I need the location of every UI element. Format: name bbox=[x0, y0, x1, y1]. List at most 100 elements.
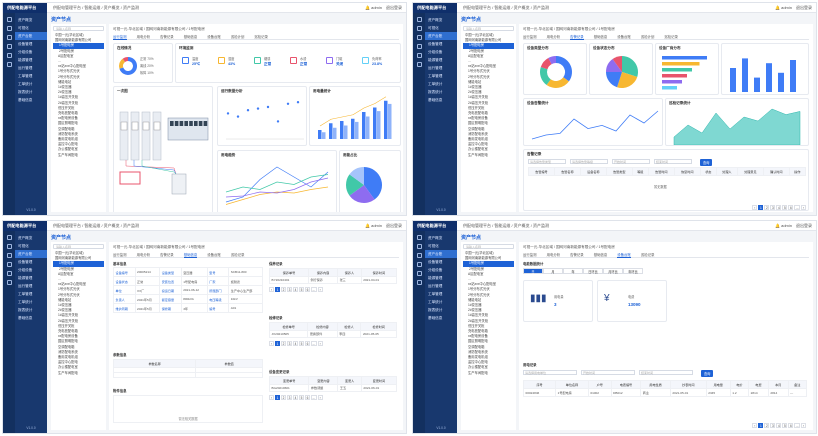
tab[interactable]: 用电分析 bbox=[546, 35, 561, 39]
page-button[interactable]: 2 bbox=[281, 341, 286, 346]
menu-item[interactable]: 工单管理 bbox=[18, 291, 33, 296]
logout-link[interactable]: 退出登录 bbox=[386, 5, 402, 10]
tab[interactable]: 用电分析 bbox=[136, 253, 151, 257]
tree-node[interactable]: xx站xxx中心配电室 bbox=[468, 64, 497, 69]
menu-item[interactable]: 资产概览 bbox=[18, 235, 33, 240]
filter-input[interactable]: 结束时间 bbox=[654, 159, 692, 164]
menu-item[interactable]: 可视化 bbox=[428, 25, 439, 30]
tab[interactable]: 巡检计划 bbox=[230, 35, 245, 39]
nav-icon[interactable] bbox=[416, 53, 422, 58]
tree-node[interactable]: 1号配电房 bbox=[463, 261, 514, 267]
page-button[interactable]: 2 bbox=[764, 423, 770, 428]
tree-node[interactable]: xx配电房设备 bbox=[468, 334, 488, 339]
tree-node[interactable]: 监控中心配电 bbox=[468, 360, 488, 365]
next-page-button[interactable]: › bbox=[801, 423, 806, 428]
tree-node[interactable]: 2#变压器 bbox=[58, 90, 72, 95]
tree-node[interactable]: 1号配电房 bbox=[53, 261, 104, 267]
tree-node[interactable]: 2#高压开关柜 bbox=[468, 100, 489, 105]
menu-item[interactable]: 基础信息 bbox=[18, 97, 33, 102]
nav-icon[interactable] bbox=[416, 62, 422, 67]
tree-node[interactable]: 生产车间配电 bbox=[468, 370, 488, 375]
nav-icon[interactable] bbox=[6, 253, 12, 258]
tab[interactable]: 告警记录 bbox=[570, 253, 584, 257]
tree-node[interactable]: 低压开关柜 bbox=[468, 323, 485, 328]
tree-node[interactable]: 低压开关柜 bbox=[58, 105, 75, 110]
nav-icon[interactable] bbox=[6, 235, 12, 240]
menu-item[interactable]: 运行管理 bbox=[428, 283, 443, 288]
menu-item[interactable]: 工单管理 bbox=[428, 73, 443, 78]
nav-icon[interactable] bbox=[416, 235, 422, 240]
tree-node[interactable]: 生产车间配电 bbox=[468, 152, 488, 157]
tree-node[interactable]: A区配电室 bbox=[58, 271, 74, 276]
menu-item[interactable]: 工单管理 bbox=[18, 73, 33, 78]
menu-item[interactable]: 资产台账 bbox=[425, 250, 457, 258]
tree-node[interactable]: 办公楼配电室 bbox=[58, 365, 78, 370]
prev-page-button[interactable]: ‹ bbox=[269, 341, 274, 346]
tree-node[interactable]: 2#变压器 bbox=[468, 90, 482, 95]
nav-icon[interactable] bbox=[416, 35, 422, 40]
nav-icon[interactable] bbox=[416, 26, 422, 31]
page-button[interactable]: 5 bbox=[782, 205, 788, 210]
page-button[interactable]: 2 bbox=[281, 287, 286, 292]
menu-item[interactable]: 分组设备 bbox=[428, 267, 443, 272]
page-button[interactable]: 3 bbox=[770, 423, 776, 428]
page-button[interactable]: 5 bbox=[299, 287, 304, 292]
prev-page-button[interactable]: ‹ bbox=[269, 395, 274, 400]
period-tab[interactable]: 月环比 bbox=[603, 268, 623, 274]
nav-icon[interactable] bbox=[6, 26, 12, 31]
tree-node[interactable]: 监控中心配电 bbox=[468, 142, 488, 147]
menu-item[interactable]: 报表统计 bbox=[18, 307, 33, 312]
tab[interactable]: 运行监测 bbox=[523, 253, 537, 257]
page-button[interactable]: 4 bbox=[293, 341, 298, 346]
tab[interactable]: 基础信息 bbox=[183, 253, 198, 258]
page-button[interactable]: 4 bbox=[776, 423, 782, 428]
tab[interactable]: 巡检记录 bbox=[640, 253, 655, 257]
tree-node[interactable]: 低压开关柜 bbox=[58, 323, 75, 328]
tree-node[interactable]: 生产车间配电 bbox=[58, 370, 78, 375]
filter-input[interactable]: 请选择告警类型 bbox=[528, 159, 566, 164]
tree-node[interactable]: 园区照明配电 bbox=[58, 339, 78, 344]
tree-node[interactable]: xx配电房设备 bbox=[58, 334, 78, 339]
filter-input[interactable]: 请选择告警等级 bbox=[570, 159, 608, 164]
page-button[interactable]: 1 bbox=[275, 341, 280, 346]
tree-node[interactable]: 国网河南新能源有限公司 bbox=[465, 256, 502, 261]
next-page-button[interactable]: › bbox=[317, 287, 323, 292]
tab[interactable]: 运行监测 bbox=[113, 253, 127, 257]
tree-node[interactable]: 生产车间配电 bbox=[58, 152, 78, 157]
nav-icon[interactable] bbox=[6, 35, 12, 40]
tab[interactable]: 运行监测 bbox=[113, 35, 127, 40]
nav-icon[interactable] bbox=[6, 280, 12, 285]
tab[interactable]: 基础信息 bbox=[593, 35, 608, 39]
tree-node[interactable]: 1号配电房 bbox=[463, 43, 514, 49]
menu-item[interactable]: 报表统计 bbox=[428, 89, 443, 94]
tree-node[interactable]: 1号分布式光伏 bbox=[468, 287, 490, 292]
tree-node[interactable]: 中国一元(华北区域) bbox=[55, 251, 84, 255]
nav-icon[interactable] bbox=[6, 44, 12, 49]
tree-node[interactable]: 1号分布式光伏 bbox=[58, 287, 80, 292]
nav-icon[interactable] bbox=[6, 271, 12, 276]
tree-node[interactable]: 1#高压开关柜 bbox=[58, 95, 79, 100]
tree-node[interactable]: 园区照明配电 bbox=[58, 121, 78, 126]
tab[interactable]: 告警记录 bbox=[160, 35, 174, 39]
tree-node[interactable]: 消防配电系统 bbox=[468, 131, 488, 136]
menu-item[interactable]: 资产概览 bbox=[428, 17, 443, 22]
page-button[interactable]: ... bbox=[311, 287, 317, 292]
menu-item[interactable]: 基础信息 bbox=[428, 97, 443, 102]
menu-item[interactable]: 能源管理 bbox=[18, 275, 33, 280]
nav-icon[interactable] bbox=[416, 271, 422, 276]
nav-icon[interactable] bbox=[6, 17, 12, 22]
tab[interactable]: 设备台账 bbox=[207, 35, 221, 39]
tab[interactable]: 运行监测 bbox=[523, 35, 537, 39]
tree-search-input[interactable]: 请输入名称 bbox=[463, 244, 514, 249]
menu-item[interactable]: 能源管理 bbox=[18, 57, 33, 62]
page-button[interactable]: 4 bbox=[776, 205, 782, 210]
tree-node[interactable]: 储能电站 bbox=[58, 297, 72, 302]
page-button[interactable]: 1 bbox=[758, 423, 764, 428]
nav-icon[interactable] bbox=[416, 253, 422, 258]
tree-node[interactable]: 消防配电系统 bbox=[58, 131, 78, 136]
nav-icon[interactable] bbox=[416, 244, 422, 249]
tree-node[interactable]: 国网河南新能源有限公司 bbox=[465, 38, 502, 43]
nav-icon[interactable] bbox=[416, 280, 422, 285]
user-name[interactable]: admin bbox=[371, 223, 382, 228]
filter-input[interactable]: 请选择用电单位 bbox=[523, 370, 577, 375]
